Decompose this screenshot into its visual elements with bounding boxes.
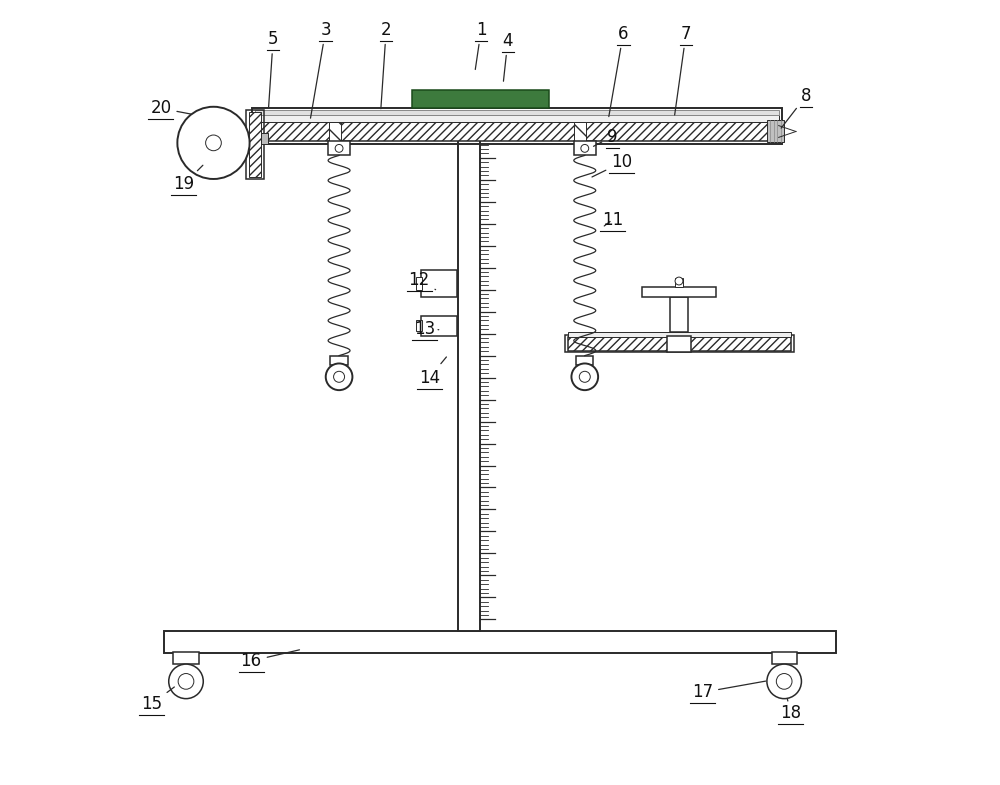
Text: 14: 14: [419, 357, 446, 386]
Text: 5: 5: [268, 31, 278, 107]
Bar: [574, 141, 596, 155]
Bar: [458, 124, 480, 631]
Circle shape: [177, 107, 250, 179]
Circle shape: [178, 674, 194, 689]
Bar: [642, 287, 716, 297]
Bar: [173, 652, 199, 664]
Bar: [667, 336, 691, 352]
Text: 6: 6: [609, 25, 628, 117]
Bar: [576, 356, 593, 365]
Circle shape: [206, 135, 221, 151]
Text: 7: 7: [675, 25, 691, 115]
Bar: [329, 122, 341, 141]
Bar: [328, 141, 350, 155]
Bar: [412, 90, 549, 108]
Bar: [255, 115, 779, 122]
Bar: [767, 120, 784, 142]
Text: 16: 16: [241, 650, 299, 670]
Bar: [246, 110, 264, 179]
Bar: [252, 108, 782, 144]
Bar: [255, 110, 779, 115]
Bar: [568, 332, 791, 337]
Bar: [670, 297, 688, 332]
Text: 10: 10: [592, 154, 632, 177]
Circle shape: [675, 277, 683, 285]
Text: 11: 11: [602, 211, 623, 228]
Bar: [261, 133, 268, 144]
Circle shape: [767, 664, 801, 699]
Bar: [416, 277, 422, 290]
Text: 20: 20: [150, 100, 191, 117]
Circle shape: [335, 144, 343, 152]
Bar: [574, 122, 586, 141]
Text: 9: 9: [594, 128, 618, 146]
Bar: [565, 335, 794, 352]
Bar: [255, 122, 779, 141]
Bar: [568, 337, 791, 351]
Text: 19: 19: [173, 165, 203, 193]
Text: 8: 8: [781, 87, 811, 128]
Bar: [421, 270, 457, 297]
Bar: [249, 112, 261, 177]
Circle shape: [169, 664, 203, 699]
Bar: [772, 652, 797, 664]
Circle shape: [579, 371, 590, 382]
Bar: [416, 320, 422, 331]
Bar: [421, 316, 457, 336]
Circle shape: [776, 674, 792, 689]
Text: 18: 18: [780, 699, 801, 721]
Circle shape: [571, 363, 598, 390]
Text: 3: 3: [311, 21, 331, 119]
Circle shape: [334, 371, 345, 382]
Circle shape: [326, 363, 352, 390]
Bar: [675, 278, 683, 287]
Bar: [330, 356, 348, 365]
Bar: [164, 631, 836, 653]
Text: 2: 2: [381, 21, 391, 108]
Text: 4: 4: [503, 32, 513, 81]
Circle shape: [581, 144, 589, 152]
Text: 12: 12: [409, 272, 436, 290]
Text: 17: 17: [692, 681, 766, 701]
Text: 15: 15: [141, 687, 174, 713]
Text: 1: 1: [475, 21, 486, 70]
Text: 13: 13: [414, 320, 439, 338]
